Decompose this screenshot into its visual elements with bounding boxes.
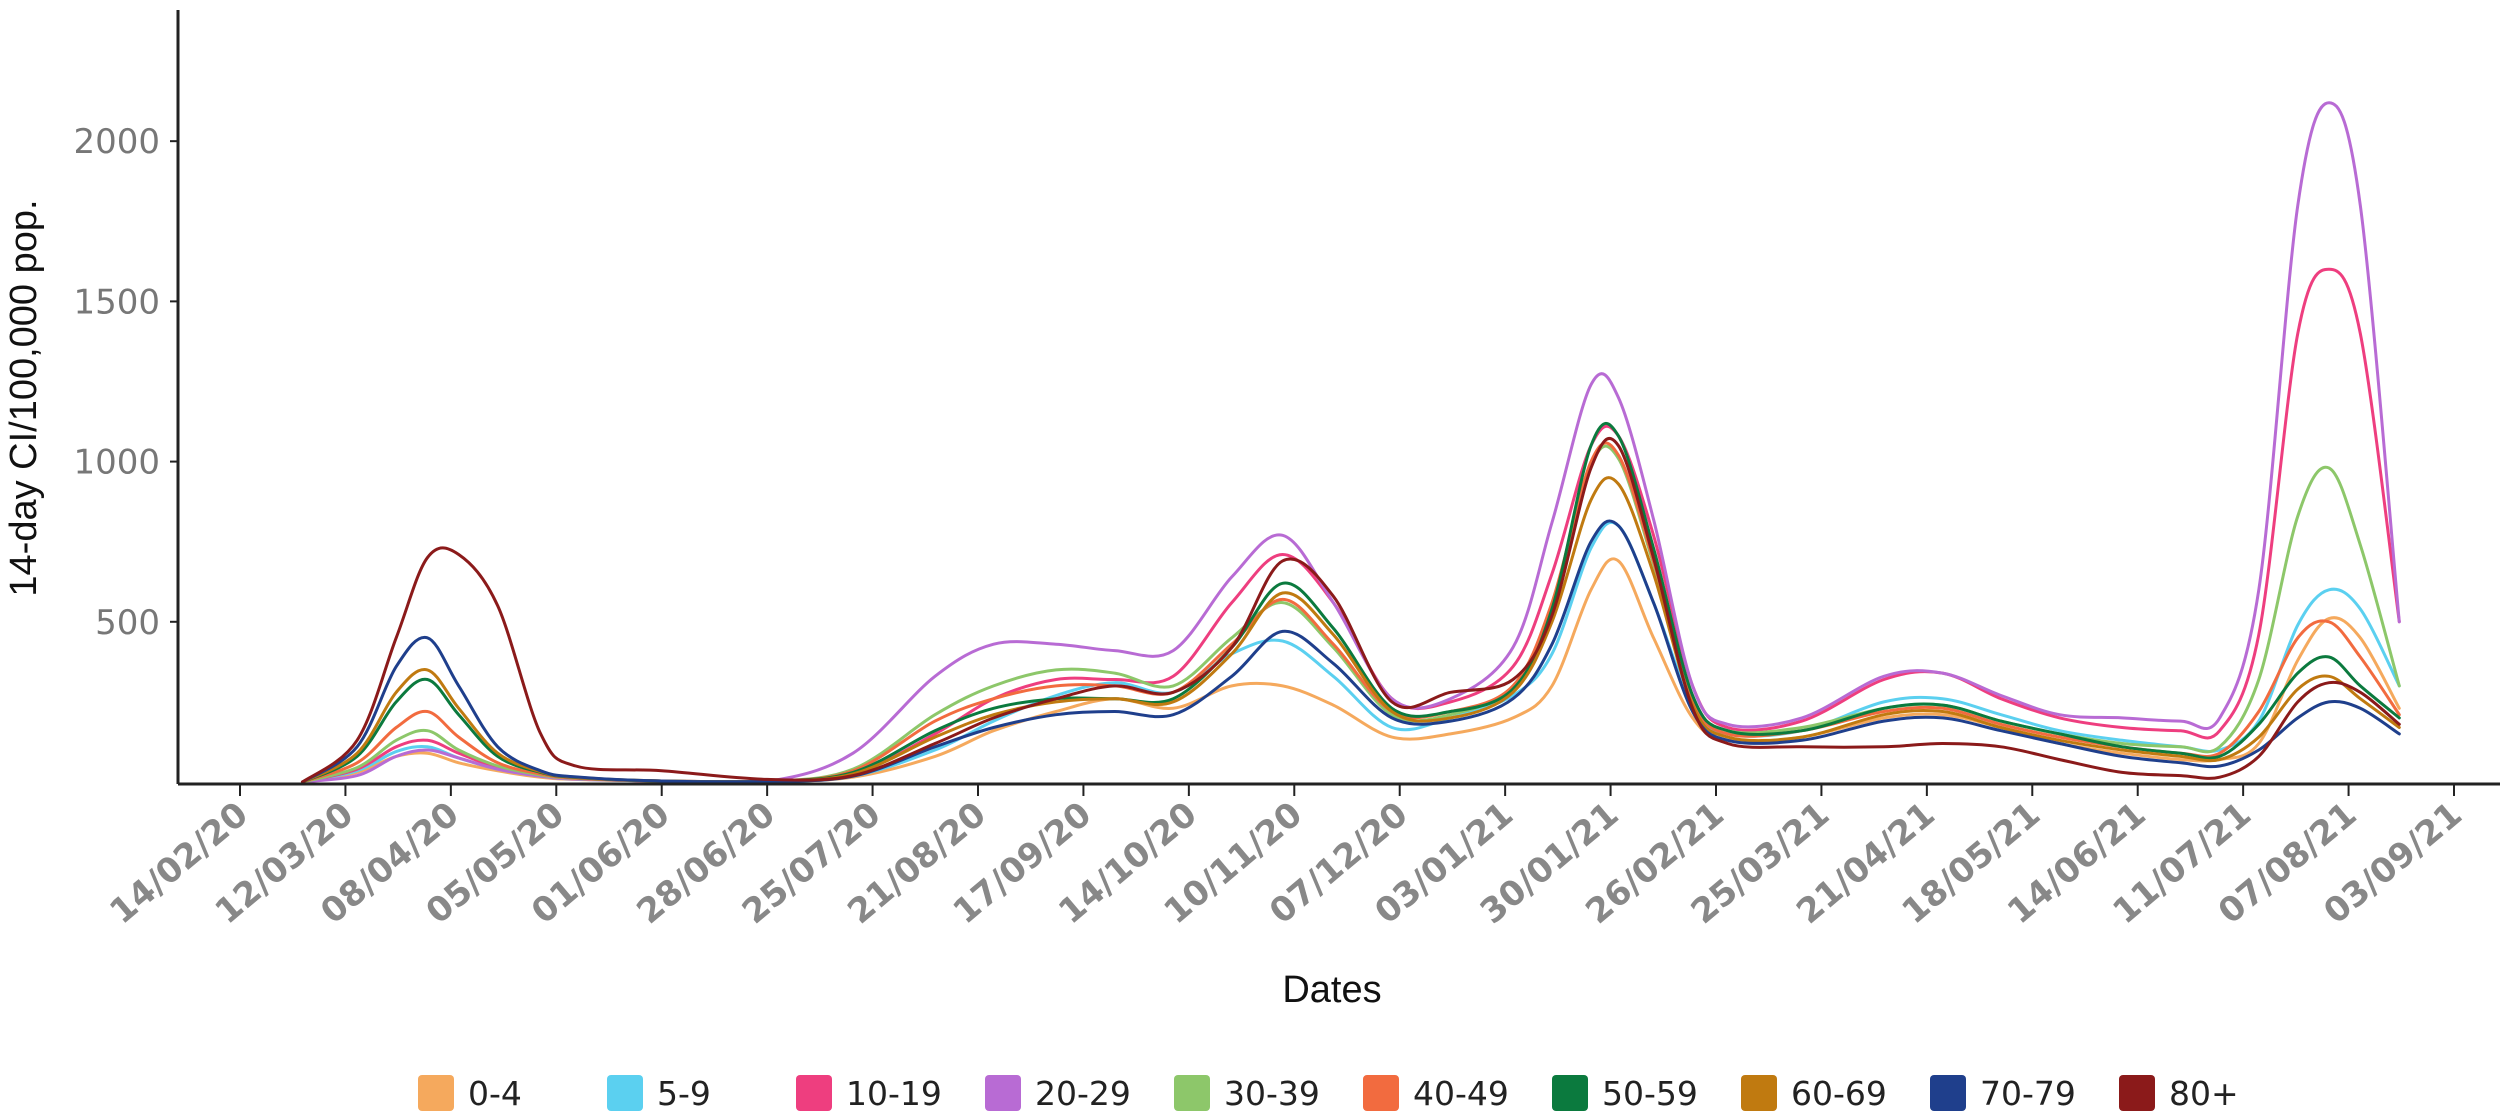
- x-axis-title: Dates: [1282, 969, 1381, 1011]
- legend-item: 5-9: [607, 1074, 711, 1113]
- legend-item: 30-39: [1174, 1074, 1320, 1113]
- legend-item: 80+: [2119, 1074, 2239, 1113]
- series-line-50-59: [301, 422, 2401, 784]
- legend-label: 0-4: [468, 1074, 522, 1113]
- legend-swatch: [796, 1075, 832, 1111]
- series-line-30-39: [301, 444, 2401, 784]
- legend-swatch: [1741, 1075, 1777, 1111]
- legend-label: 80+: [2169, 1074, 2239, 1113]
- legend-swatch: [1174, 1075, 1210, 1111]
- legend-label: 60-69: [1791, 1074, 1887, 1113]
- legend-label: 20-29: [1035, 1074, 1131, 1113]
- legend-label: 40-49: [1413, 1074, 1509, 1113]
- legend: 0-4 5-9 10-19 20-29 30-39 40-49 50-59 60-69 70-7…: [418, 1074, 2239, 1113]
- legend-item: 50-59: [1552, 1074, 1698, 1113]
- legend-item: 60-69: [1741, 1074, 1887, 1113]
- y-tick-label: 1500: [73, 282, 160, 322]
- legend-item: 40-49: [1363, 1074, 1509, 1113]
- legend-swatch: [418, 1075, 454, 1111]
- legend-item: 10-19: [796, 1074, 942, 1113]
- legend-swatch: [1552, 1075, 1588, 1111]
- legend-label: 10-19: [846, 1074, 942, 1113]
- legend-item: 0-4: [418, 1074, 522, 1113]
- y-tick-label: 2000: [73, 122, 160, 162]
- legend-label: 50-59: [1602, 1074, 1698, 1113]
- legend-label: 30-39: [1224, 1074, 1320, 1113]
- legend-swatch: [607, 1075, 643, 1111]
- legend-label: 5-9: [657, 1074, 711, 1113]
- legend-swatch: [2119, 1075, 2155, 1111]
- y-tick-label: 1000: [73, 443, 160, 483]
- series-line-70-79: [301, 519, 2401, 784]
- legend-swatch: [985, 1075, 1021, 1111]
- y-axis-ticks: 500 1000 1500 2000: [73, 122, 178, 643]
- legend-item: 70-79: [1930, 1074, 2076, 1113]
- x-axis-ticks: 14/02/2012/03/2008/04/2005/05/2001/06/20…: [102, 784, 2470, 932]
- series-line-10-19: [301, 267, 2401, 784]
- y-axis-title: 14-day CI/100,000 pop.: [3, 199, 45, 596]
- legend-item: 20-29: [985, 1074, 1131, 1113]
- y-tick-label: 500: [95, 603, 160, 643]
- series-line-40-49: [301, 441, 2401, 784]
- legend-swatch: [1363, 1075, 1399, 1111]
- legend-swatch: [1930, 1075, 1966, 1111]
- legend-label: 70-79: [1980, 1074, 2076, 1113]
- series-line-80plus: [301, 437, 2401, 784]
- plot-area: [301, 101, 2401, 784]
